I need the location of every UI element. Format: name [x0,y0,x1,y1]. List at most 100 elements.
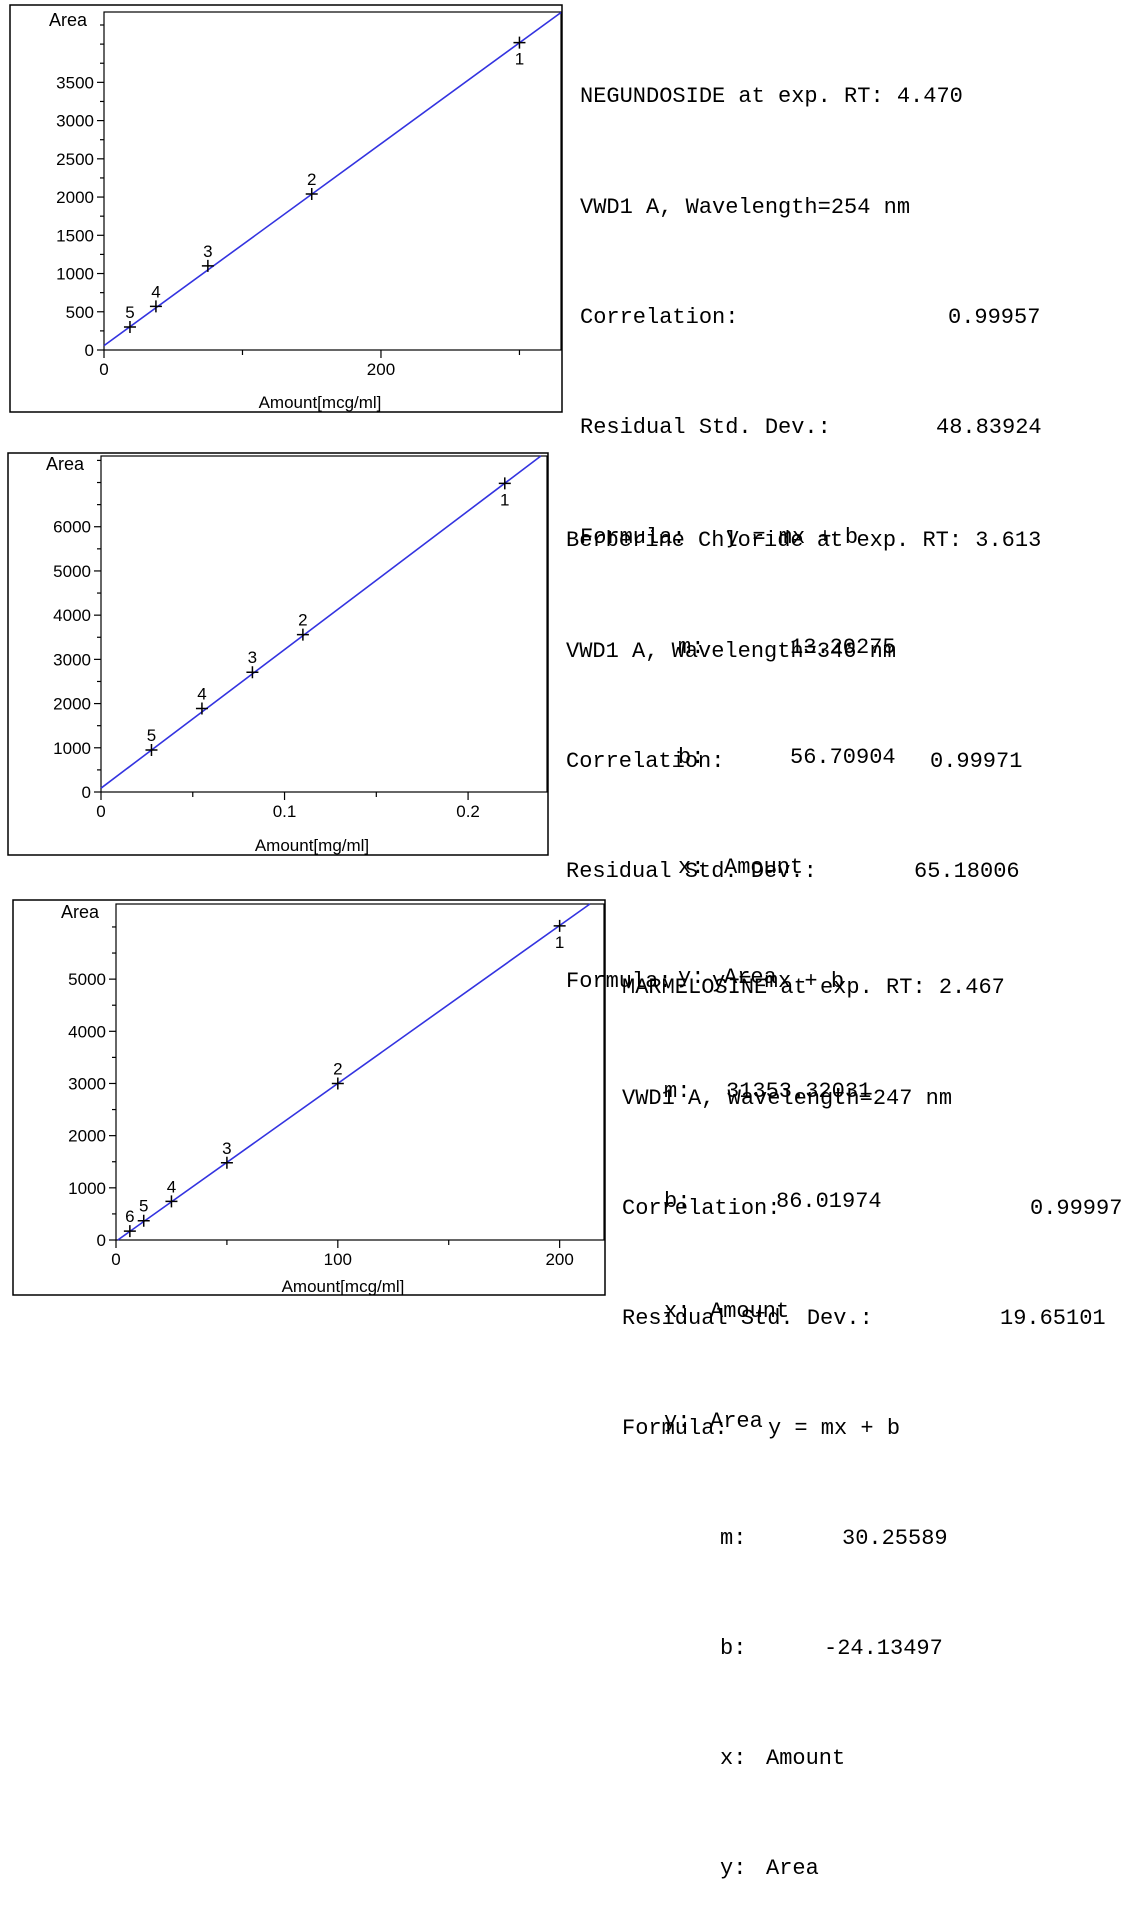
info-y-value: Area [724,965,777,991]
info-title: MARMELOSINE at exp. RT: 2.467 [622,975,1005,1001]
data-point [553,919,566,932]
info-b-value: -24.13497 [824,1636,943,1662]
data-point [123,1225,136,1238]
x-tick-label: 0 [96,802,105,821]
y-tick-label: 2000 [68,1127,106,1146]
plot-area [100,455,548,793]
info-detector: VWD1 A, Wavelength=254 nm [580,194,911,220]
info-rsd-value: 65.18006 [914,858,1020,884]
data-point [195,702,208,715]
x-axis-label: Amount[mcg/ml] [282,1277,405,1296]
info-b-label: b: [720,1636,747,1662]
data-point [246,666,259,679]
regression-line [100,455,542,789]
data-point [123,321,136,334]
plot-area [103,11,562,351]
y-tick-label: 2500 [56,150,94,169]
chart-frame [7,452,549,856]
x-tick-label: 0 [99,360,108,379]
y-tick-label: 0 [82,783,91,802]
point-label: 4 [197,684,206,703]
info-formula-label: Formula: [622,1415,728,1441]
info-correlation-label: Correlation: [622,1195,781,1221]
info-y-value: Area [766,1856,819,1882]
info-b-label: b: [678,745,705,771]
y-tick-label: 2000 [56,188,94,207]
info-detector: VWD1 A, Wavelength=247 nm [622,1085,953,1111]
y-tick-label: 2000 [53,695,91,714]
y-tick-label: 5000 [53,562,91,581]
x-tick-label: 200 [545,1250,573,1269]
info-correlation-value: 0.99971 [930,748,1023,774]
info-correlation-label: Correlation: [580,304,739,330]
data-point [137,1214,150,1227]
info-x-value: Amount [766,1746,846,1772]
y-tick-label: 1000 [68,1179,106,1198]
calibration-chart-negundoside: 0 500 1000 1500 2000 2500 3000 3500 Area 0 200 Amou… [9,4,563,413]
point-label: 2 [307,170,316,189]
x-tick-label: 100 [324,1250,352,1269]
y-tick-label: 5000 [68,970,106,989]
info-formula-value: y = mx + b [768,1415,901,1441]
x-tick-label: 0 [111,1250,120,1269]
chart-frame [12,899,606,1296]
point-label: 1 [515,50,524,69]
info-y-label: y: [678,965,705,991]
info-x-label: x: [678,855,705,881]
data-point [201,259,214,272]
info-m-label: m: [664,1078,691,1104]
point-label: 2 [333,1059,342,1078]
point-label: 5 [125,303,134,322]
x-tick-label: 0.2 [456,802,480,821]
info-correlation-value: 0.99997 [1030,1195,1123,1221]
info-x-label: x: [720,1746,747,1772]
y-tick-label: 500 [66,303,94,322]
x-axis-label: Amount[mg/ml] [255,836,369,855]
info-correlation-value: 0.99957 [948,304,1041,330]
data-point [513,36,526,49]
info-x-value: Amount [724,855,804,881]
y-tick-label: 0 [97,1231,106,1250]
info-m-label: m: [678,634,705,660]
plot-area [115,903,605,1241]
info-formula-label: Formula: [566,968,672,994]
info-rsd-value: 48.83924 [936,414,1042,440]
info-rsd-label: Residual Std. Dev.: [566,858,817,884]
y-tick-label: 3500 [56,73,94,92]
regression-line [103,11,562,347]
info-m-value: 30.25589 [842,1525,948,1551]
y-tick-label: 3000 [56,112,94,131]
info-rsd-value: 19.65101 [1000,1305,1106,1331]
x-tick-label: 200 [367,360,395,379]
info-correlation-label: Correlation: [566,748,725,774]
regression-line [117,903,591,1241]
info-title: NEGUNDOSIDE at exp. RT: 4.470 [580,84,963,110]
point-label: 1 [500,490,509,509]
info-formula-value: y = mx + b [726,524,859,550]
x-tick-label: 0.1 [273,802,297,821]
point-label: 4 [151,282,160,301]
data-point [331,1077,344,1090]
info-formula-label: Formula: [580,524,686,550]
info-detector: VWD1 A, Wavelength=346 nm [566,638,897,664]
data-point [305,188,318,200]
point-label: 3 [222,1139,231,1158]
y-tick-label: 6000 [53,518,91,537]
info-rsd-label: Residual Std. Dev.: [580,414,831,440]
x-axis-label: Amount[mcg/ml] [259,393,382,412]
data-point [149,300,162,313]
info-y-label: y: [720,1856,747,1882]
data-point [145,744,158,756]
y-axis-label: Area [49,10,88,30]
point-label: 3 [203,242,212,261]
y-tick-label: 1500 [56,226,94,245]
point-label: 2 [298,611,307,630]
info-title: Berberine Chloride at exp. RT: 3.613 [566,528,1042,554]
point-label: 5 [139,1197,148,1216]
calibration-info-marmelosine: MARMELOSINE at exp. RT: 2.467 VWD1 A, Wa… [622,897,1122,1925]
y-axis-label: Area [46,454,85,474]
calibration-chart-berberine: 0 1000 2000 3000 4000 5000 6000 Area 0 0.1 0.2 Amou… [7,452,549,856]
y-tick-label: 4000 [68,1022,106,1041]
info-b-value: 86.01974 [776,1189,882,1215]
info-m-value: 31353.32031 [726,1078,872,1104]
